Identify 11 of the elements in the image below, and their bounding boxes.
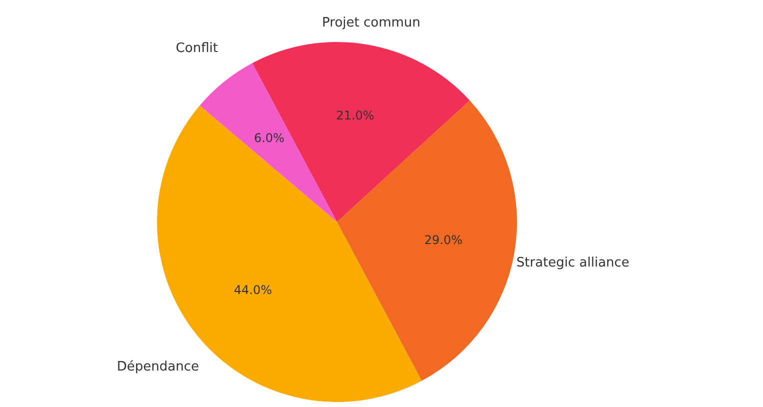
- data-label: 21.0%: [336, 108, 374, 123]
- slice-label: Conflit: [176, 41, 218, 56]
- pie-slice: [337, 100, 517, 381]
- slice-label: Projet commun: [322, 15, 420, 30]
- data-label: 44.0%: [234, 282, 272, 297]
- data-label: 6.0%: [254, 130, 284, 145]
- pie-slice: [252, 42, 470, 222]
- slice-label: Dépendance: [116, 359, 199, 374]
- data-label: 29.0%: [424, 233, 463, 248]
- slice-label: Strategic alliance: [516, 255, 630, 270]
- pie-slice: [200, 63, 337, 222]
